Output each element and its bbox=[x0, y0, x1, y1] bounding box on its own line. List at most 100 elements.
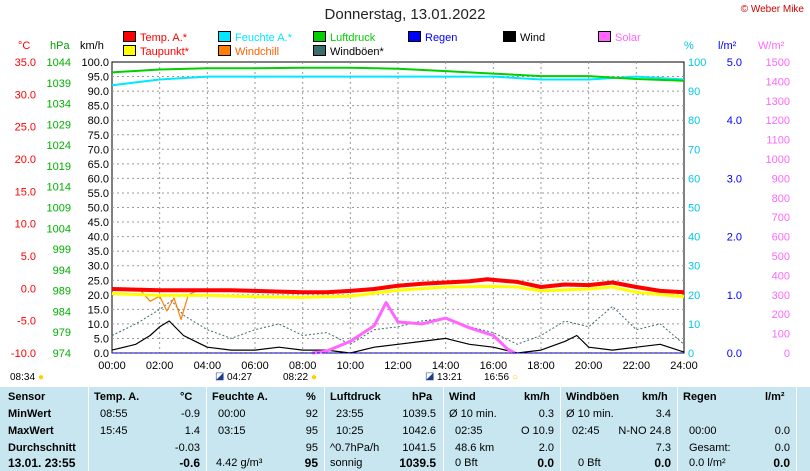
humidity-tick-label: 20 bbox=[688, 290, 700, 302]
x-tick-label: 12:00 bbox=[384, 360, 412, 372]
header-temp: Temp. A. bbox=[94, 391, 140, 403]
solar-tick-label: 800 bbox=[772, 193, 790, 205]
x-tick-label: 00:00 bbox=[98, 360, 126, 372]
series-line-feuchte-a- bbox=[111, 75, 685, 87]
humidity-tick-label: 70 bbox=[688, 144, 700, 156]
header-pressure-unit: hPa bbox=[412, 391, 433, 403]
series-line-windb-en- bbox=[111, 300, 685, 345]
wind-tick-label: 20.0 bbox=[88, 290, 109, 302]
avg-press: 1041.5 bbox=[402, 442, 436, 454]
x-tick-label: 16:00 bbox=[480, 360, 508, 372]
series-line-taupunkt- bbox=[111, 284, 685, 299]
wind-tick-label: 10.0 bbox=[88, 319, 109, 331]
cur-rain: 0.0 bbox=[773, 456, 790, 470]
cur-gust-bft: 0 Bft bbox=[578, 457, 601, 469]
solar-tick-label: 700 bbox=[772, 212, 790, 224]
solar-tick-label: 900 bbox=[772, 173, 790, 185]
avg-temp: -0.03 bbox=[174, 442, 200, 454]
sunset-icon: ○ bbox=[512, 372, 519, 383]
header-rain: Regen bbox=[683, 391, 717, 403]
solar-tick-label: 500 bbox=[772, 251, 790, 263]
temp-tick-label: -5.0 bbox=[17, 316, 36, 328]
sunrise-icon: ● bbox=[311, 372, 318, 383]
legend-item: Windchill bbox=[218, 45, 279, 58]
header-humidity-unit: % bbox=[306, 391, 316, 403]
solar-tick-label: 600 bbox=[772, 232, 790, 244]
unit-temp: °C bbox=[18, 40, 31, 52]
wind-tick-label: 45.0 bbox=[88, 217, 109, 229]
max-press: 1042.6 bbox=[402, 425, 436, 437]
moonrise-time: 04:27 bbox=[227, 372, 253, 383]
rain-tick-label: 1.0 bbox=[727, 290, 742, 302]
sun-icon-left: ● bbox=[38, 372, 45, 383]
stats-table: Sensor Temp. A. °C Feuchte A. % Luftdruc… bbox=[0, 387, 810, 471]
legend-label: Solar bbox=[615, 32, 641, 44]
wind-tick-label: 90.0 bbox=[88, 86, 109, 98]
max-wind-time: 02:35 bbox=[455, 425, 483, 437]
unit-solar: W/m² bbox=[758, 40, 785, 52]
humidity-tick-label: 60 bbox=[688, 173, 700, 185]
legend-swatch bbox=[408, 31, 421, 42]
wind-tick-label: 5.0 bbox=[94, 333, 109, 345]
min-wind: 0.3 bbox=[538, 408, 554, 420]
wind-tick-label: 0.0 bbox=[94, 348, 109, 360]
wind-tick-label: 100.0 bbox=[81, 57, 109, 69]
unit-rain: l/m² bbox=[718, 40, 737, 52]
avg-wind-dist: 48.6 km bbox=[455, 442, 495, 454]
wind-tick-label: 25.0 bbox=[88, 275, 109, 287]
moonrise-icon: ◪ bbox=[215, 371, 225, 382]
chart-title: Donnerstag, 13.01.2022 bbox=[324, 6, 486, 23]
pressure-tick-label: 1039 bbox=[47, 78, 71, 90]
cur-wind: 0.0 bbox=[537, 456, 554, 470]
min-temp-time: 08:55 bbox=[100, 408, 128, 420]
solar-tick-label: 200 bbox=[772, 309, 790, 321]
legend-swatch bbox=[313, 45, 326, 56]
cur-hum-abs: 4.42 g/m³ bbox=[216, 457, 263, 469]
temp-tick-label: 15.0 bbox=[15, 186, 36, 198]
rain-tick-label: 2.0 bbox=[727, 232, 742, 244]
avg-wind: 2.0 bbox=[538, 442, 554, 454]
x-tick-label: 22:00 bbox=[623, 360, 651, 372]
rain-tick-label: 5.0 bbox=[727, 57, 742, 69]
row-cur-label: 13.01. 23:55 bbox=[8, 456, 76, 470]
cur-press-text: sonnig bbox=[330, 457, 363, 469]
series-line-wind bbox=[111, 320, 685, 354]
header-pressure: Luftdruck bbox=[330, 391, 381, 403]
legend-label: Regen bbox=[425, 32, 458, 44]
solar-tick-label: 1200 bbox=[766, 115, 790, 127]
solar-tick-label: 1100 bbox=[766, 135, 790, 147]
temp-tick-label: 25.0 bbox=[15, 122, 36, 134]
max-hum-time: 03:15 bbox=[218, 425, 246, 437]
weather-chart: 00:00 02:00 04:00 06:00 08:00 10:00 12:00 14:00… bbox=[11, 57, 790, 372]
wind-tick-label: 40.0 bbox=[88, 232, 109, 244]
row-avg-label: Durchschnitt bbox=[8, 442, 76, 454]
avg-hum: 95 bbox=[305, 442, 318, 454]
solar-tick-label: 1000 bbox=[766, 154, 790, 166]
wind-tick-label: 85.0 bbox=[88, 101, 109, 113]
pressure-tick-label: 1024 bbox=[47, 140, 71, 152]
credit-link[interactable]: © Weber Mike bbox=[740, 4, 804, 15]
unit-humidity: % bbox=[684, 40, 694, 52]
rain-tick-label: 0.0 bbox=[727, 348, 742, 360]
x-tick-label: 06:00 bbox=[241, 360, 269, 372]
max-gust-time: 02:45 bbox=[572, 425, 600, 437]
legend-label: Luftdruck bbox=[330, 32, 376, 44]
wind-tick-label: 70.0 bbox=[88, 144, 109, 156]
pressure-tick-label: 989 bbox=[53, 286, 71, 298]
temp-tick-label: 20.0 bbox=[15, 154, 36, 166]
humidity-tick-label: 100 bbox=[688, 57, 706, 69]
max-press-time: 10:25 bbox=[336, 425, 364, 437]
legend-swatch bbox=[218, 31, 231, 42]
wind-tick-label: 50.0 bbox=[88, 203, 109, 215]
pressure-tick-label: 979 bbox=[53, 327, 71, 339]
x-tick-label: 04:00 bbox=[194, 360, 222, 372]
legend-swatch bbox=[598, 31, 611, 42]
legend-item: Taupunkt* bbox=[123, 45, 189, 58]
legend-item: Regen bbox=[408, 31, 457, 44]
pressure-tick-label: 1034 bbox=[47, 99, 71, 111]
sunrise-time: 08:22 bbox=[283, 372, 309, 383]
wind-tick-label: 30.0 bbox=[88, 261, 109, 273]
cur-rain-text: 0.0 l/m² bbox=[689, 457, 726, 469]
sunset-time: 16:56 bbox=[484, 372, 510, 383]
cur-hum: 95 bbox=[304, 456, 318, 470]
